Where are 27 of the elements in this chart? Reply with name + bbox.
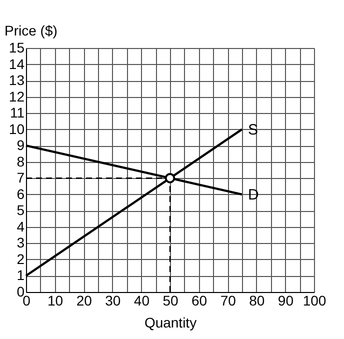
- y-tick-label: 11: [10, 104, 25, 121]
- x-tick-label: 90: [278, 292, 294, 308]
- x-tick-label: 40: [134, 292, 150, 308]
- x-axis-title: Quantity: [144, 314, 197, 330]
- y-tick-label: 6: [16, 186, 25, 202]
- x-tick-label: 100: [302, 292, 326, 308]
- y-tick-label: 3: [16, 234, 25, 251]
- y-tick-label: 1: [16, 267, 25, 284]
- x-tick-label: 10: [48, 292, 64, 308]
- y-tick-label: 10: [8, 120, 25, 137]
- y-tick-label: 14: [8, 56, 25, 72]
- x-tick-label: 60: [192, 292, 208, 308]
- x-tick-label: 20: [76, 292, 92, 308]
- y-tick-label: 2: [16, 250, 25, 267]
- x-tick-label: 50: [162, 292, 178, 308]
- y-tick-label: 8: [16, 153, 25, 170]
- y-axis-title: Price ($): [4, 22, 58, 38]
- x-tick-label: 30: [105, 292, 121, 308]
- y-tick-label: 15: [8, 40, 25, 56]
- y-tick-label: 13: [8, 72, 25, 88]
- y-tick-label: 7: [16, 170, 25, 186]
- y-tick-label: 9: [16, 137, 25, 154]
- y-tick-label: 4: [16, 218, 25, 234]
- x-tick-label: 80: [249, 292, 265, 308]
- x-tick-label: 70: [220, 292, 236, 308]
- y-tick-label: 12: [8, 88, 25, 104]
- y-tick-label: 5: [16, 202, 25, 218]
